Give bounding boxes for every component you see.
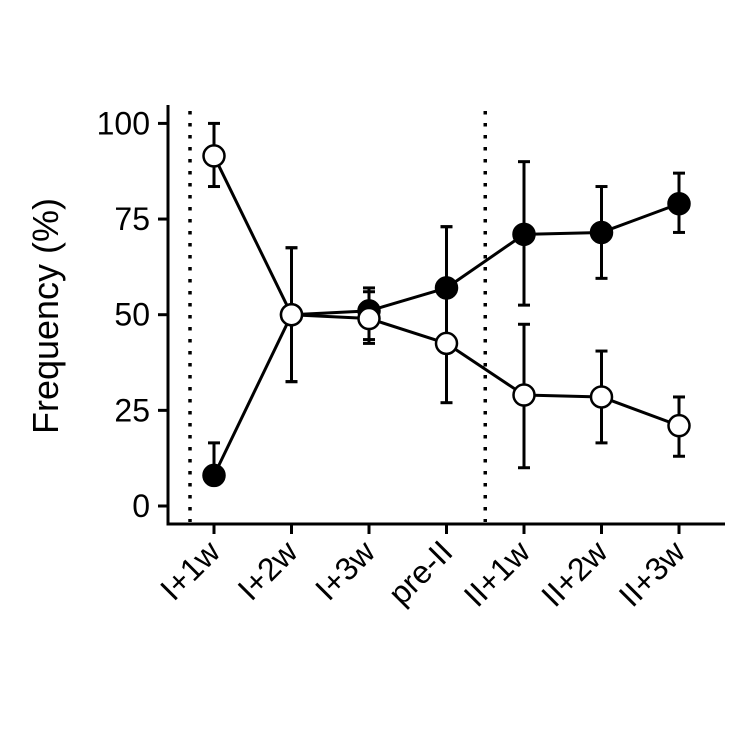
- y-axis-title: Frequency (%): [25, 198, 66, 434]
- y-tick-label: 75: [114, 201, 150, 237]
- open-circle-point: [202, 144, 226, 168]
- x-tick-label: I+3w: [308, 533, 383, 608]
- x-tick-label: II+1w: [457, 533, 538, 614]
- filled-circle-point: [512, 222, 536, 247]
- open-circle-point: [434, 331, 459, 356]
- filled-circle-point: [202, 463, 226, 488]
- y-tick-label: 50: [114, 297, 150, 333]
- x-tick-label: pre-II: [381, 533, 459, 611]
- open-circle-point: [512, 383, 536, 407]
- open-circle-point: [279, 302, 304, 327]
- y-tick-label: 25: [114, 392, 150, 428]
- x-tick-label: I+2w: [231, 533, 306, 608]
- filled-circle-point: [434, 276, 459, 300]
- filled-circle-point: [667, 191, 691, 216]
- x-tick-label: II+3w: [612, 533, 693, 614]
- open-circle-point: [667, 413, 691, 438]
- x-tick-label: II+2w: [534, 533, 615, 614]
- plot-area: 0 25 50 75 100 I+1w I+2w I+3w pre-IIII+1wII+2wII…: [97, 105, 725, 614]
- y-tick-label: 100: [97, 105, 150, 141]
- y-axis-title-group: Frequency (%): [25, 198, 66, 434]
- open-circle-point: [589, 385, 614, 409]
- y-tick-label: 0: [132, 488, 150, 524]
- filled-circle-point: [589, 220, 614, 245]
- open-circle-point: [357, 306, 381, 331]
- x-tick-label: I+1w: [153, 533, 228, 608]
